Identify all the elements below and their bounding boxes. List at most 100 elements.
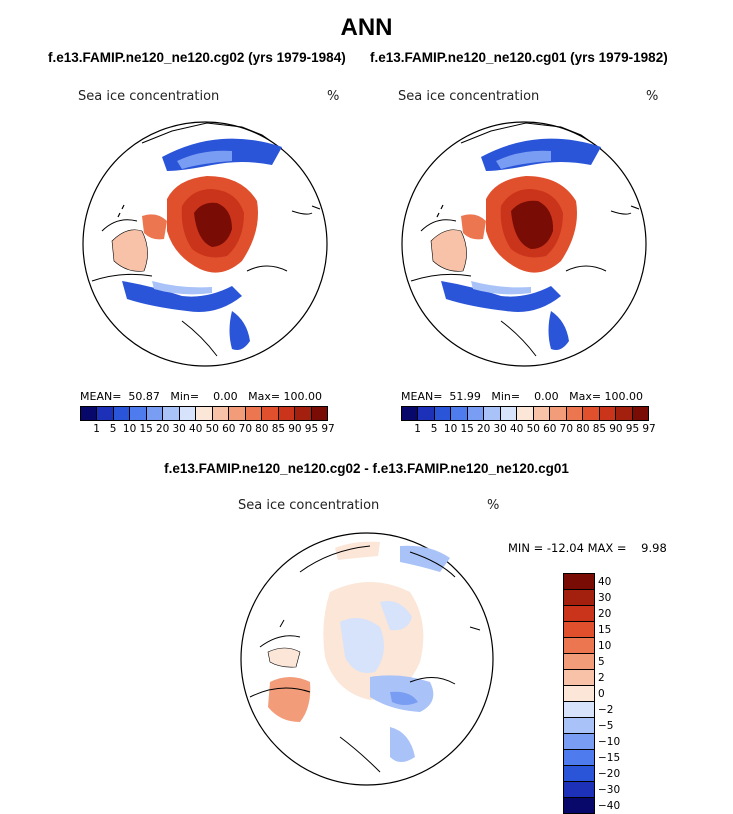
colorbar-tick-label: 70 <box>238 423 253 435</box>
colorbar-tick-label: 40 <box>510 423 524 435</box>
colorbar-tick-label: 85 <box>271 423 286 435</box>
colorbar-swatch <box>262 407 279 420</box>
colorbar-tick-label: 20 <box>476 423 491 435</box>
colorbar-tick-label: 60 <box>543 423 557 435</box>
colorbar-swatch <box>434 407 452 420</box>
colorbar-swatch <box>451 407 468 420</box>
colorbar-tick-label: 15 <box>139 423 153 435</box>
colorbar-tick-label: 20 <box>155 423 170 435</box>
colorbar-tick-label: 0 <box>598 688 605 700</box>
right-polar-map <box>401 121 647 367</box>
colorbar-tick-label: 1 <box>93 423 100 435</box>
colorbar-swatch <box>564 798 594 813</box>
colorbar-tick-label: 5 <box>430 423 438 435</box>
diff-case-title: f.e13.FAMIP.ne120_ne120.cg02 - f.e13.FAM… <box>164 461 569 476</box>
colorbar-tick-label: 10 <box>443 423 458 435</box>
colorbar-tick-label: −15 <box>598 752 621 764</box>
colorbar-tick-label: 97 <box>321 423 335 435</box>
colorbar-tick-label: 70 <box>559 423 574 435</box>
colorbar-swatch <box>564 574 594 590</box>
colorbar-tick-label: 60 <box>222 423 236 435</box>
colorbar-swatch <box>564 654 594 670</box>
colorbar-swatch <box>245 407 263 420</box>
colorbar-swatch <box>564 670 594 686</box>
diff-stats: MIN = -12.04 MAX = 9.98 <box>508 541 667 555</box>
right-case-title: f.e13.FAMIP.ne120_ne120.cg01 (yrs 1979-1… <box>370 50 668 65</box>
colorbar-swatch <box>81 407 98 420</box>
colorbar-tick-label: 85 <box>592 423 607 435</box>
diff-colorbar-ticks: 40 30 20 15 10 5 2 0 −2 −5 −10 −15 −20 −30 −40 <box>598 573 638 813</box>
left-colorbar-swatches <box>80 406 328 421</box>
colorbar-swatch <box>295 407 312 420</box>
colorbar-swatch <box>229 407 246 420</box>
colorbar-swatch <box>278 407 296 420</box>
colorbar-tick-label: 95 <box>625 423 640 435</box>
colorbar-swatch <box>564 750 594 766</box>
colorbar-swatch <box>467 407 485 420</box>
colorbar-tick-label: −40 <box>598 800 621 812</box>
left-stats: MEAN= 50.87 Min= 0.00 Max= 100.00 <box>80 390 323 403</box>
colorbar-tick-label: 5 <box>598 656 605 668</box>
main-title: ANN <box>340 14 393 41</box>
colorbar-swatch <box>564 622 594 638</box>
left-colorbar-ticks: 1 5 10 15 20 30 40 50 60 70 80 85 90 95 97 <box>80 421 335 435</box>
right-colorbar-swatches <box>401 406 649 421</box>
diff-colorbar <box>563 573 595 814</box>
left-variable-label: Sea ice concentration <box>78 89 220 104</box>
colorbar-swatch <box>212 407 230 420</box>
colorbar-tick-label: 2 <box>598 672 605 684</box>
colorbar-swatch <box>583 407 600 420</box>
left-colorbar: 1 5 10 15 20 30 40 50 60 70 80 85 90 95 97 <box>80 406 335 435</box>
colorbar-swatch <box>163 407 180 420</box>
right-colorbar-ticks: 1 5 10 15 20 30 40 50 60 70 80 85 90 95 97 <box>401 421 656 435</box>
colorbar-swatch <box>418 407 435 420</box>
colorbar-swatch <box>564 782 594 798</box>
colorbar-tick-label: 80 <box>576 423 590 435</box>
left-units-label: % <box>327 89 340 104</box>
colorbar-tick-label: −5 <box>598 720 614 732</box>
colorbar-tick-label: 10 <box>122 423 137 435</box>
colorbar-swatch <box>550 407 567 420</box>
colorbar-tick-label: 80 <box>255 423 269 435</box>
colorbar-tick-label: 10 <box>598 640 612 652</box>
diff-polar-map <box>240 532 494 786</box>
colorbar-tick-label: −20 <box>598 768 621 780</box>
colorbar-tick-label: 97 <box>642 423 656 435</box>
colorbar-swatch <box>564 590 594 606</box>
colorbar-tick-label: 5 <box>109 423 117 435</box>
colorbar-tick-label: 20 <box>598 608 612 620</box>
colorbar-tick-label: 40 <box>598 576 612 588</box>
colorbar-tick-label: 30 <box>598 592 612 604</box>
left-polar-map <box>82 121 328 367</box>
diff-variable-label: Sea ice concentration <box>238 498 380 513</box>
colorbar-swatch <box>632 407 649 420</box>
colorbar-swatch <box>564 718 594 734</box>
colorbar-swatch <box>196 407 213 420</box>
left-case-title: f.e13.FAMIP.ne120_ne120.cg02 (yrs 1979-1… <box>48 50 346 65</box>
colorbar-tick-label: −2 <box>598 704 614 716</box>
right-units-label: % <box>646 89 659 104</box>
colorbar-swatch <box>130 407 147 420</box>
colorbar-swatch <box>564 686 594 702</box>
colorbar-swatch <box>500 407 518 420</box>
colorbar-tick-label: 90 <box>288 423 302 435</box>
colorbar-tick-label: −10 <box>598 736 621 748</box>
colorbar-swatch <box>564 606 594 622</box>
colorbar-swatch <box>616 407 633 420</box>
colorbar-swatch <box>484 407 501 420</box>
colorbar-tick-label: 1 <box>414 423 421 435</box>
colorbar-swatch <box>311 407 328 420</box>
colorbar-tick-label: 15 <box>598 624 612 636</box>
colorbar-swatch <box>564 638 594 654</box>
right-variable-label: Sea ice concentration <box>398 89 540 104</box>
colorbar-tick-label: 50 <box>526 423 540 435</box>
colorbar-swatch <box>97 407 114 420</box>
colorbar-swatch <box>146 407 164 420</box>
colorbar-swatch <box>113 407 131 420</box>
right-stats: MEAN= 51.99 Min= 0.00 Max= 100.00 <box>401 390 644 403</box>
colorbar-swatch <box>517 407 534 420</box>
colorbar-tick-label: 95 <box>304 423 319 435</box>
colorbar-swatch <box>566 407 584 420</box>
colorbar-swatch <box>402 407 419 420</box>
colorbar-swatch <box>564 734 594 750</box>
